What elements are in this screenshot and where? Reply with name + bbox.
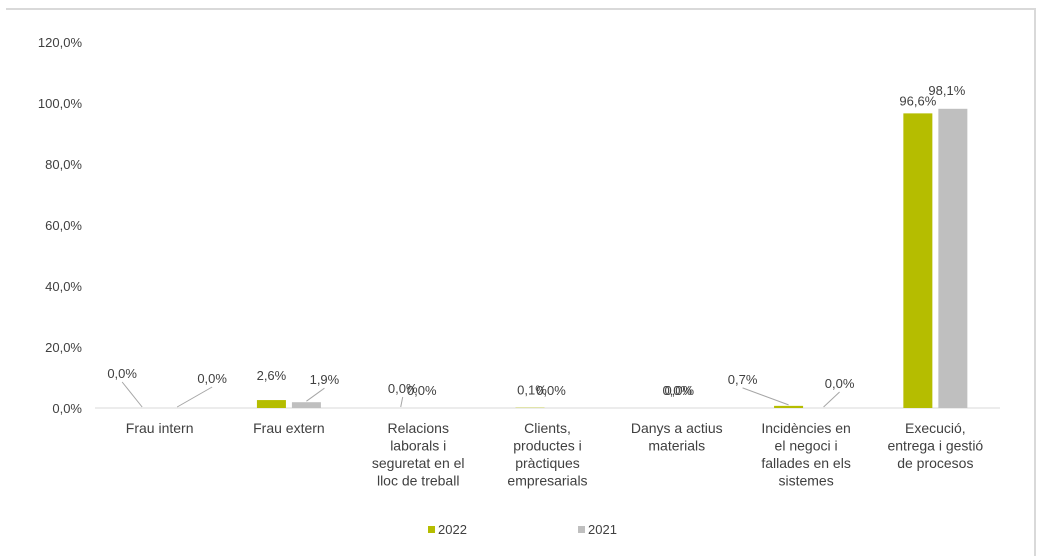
bar-2021 — [938, 108, 968, 409]
legend-swatch-2021 — [578, 526, 585, 533]
category-label: sistemes — [778, 473, 833, 489]
data-labels: 0,0% 0,0% 2,6% 1,9%0,0%0,0% 0,1%0,0% 0,0%0,0%… — [107, 83, 965, 398]
y-tick-label: 20,0% — [45, 340, 82, 355]
data-label-2021: 1,9% — [310, 372, 340, 387]
bar-2022 — [903, 113, 933, 409]
data-label-2021: 98,1% — [928, 83, 965, 98]
category-label: lloc de treball — [377, 473, 460, 489]
category-label: entrega i gestió — [887, 438, 983, 454]
data-label-2021: 0,0% — [536, 383, 566, 398]
data-label-2021: 0,0% — [407, 383, 437, 398]
leader-line — [823, 391, 840, 408]
category-label: de procesos — [897, 455, 973, 471]
category-label: Frau extern — [253, 420, 325, 436]
leader-line — [121, 381, 143, 408]
bar-2021 — [291, 402, 321, 408]
leader-line — [400, 396, 404, 408]
leader-line — [742, 387, 789, 406]
category-label: fallades en els — [761, 455, 851, 471]
bar-2022 — [256, 400, 286, 408]
data-label-2022: 2,6% — [257, 368, 287, 383]
y-tick-label: 60,0% — [45, 218, 82, 233]
y-tick-label: 40,0% — [45, 279, 82, 294]
leader-line — [176, 386, 213, 408]
y-tick-label: 100,0% — [38, 96, 83, 111]
legend-label-2021: 2021 — [588, 522, 617, 537]
data-label-2022: 96,6% — [899, 93, 936, 108]
category-label: Execució, — [905, 420, 966, 436]
y-tick-label: 120,0% — [38, 35, 83, 50]
category-label: el negoci i — [775, 438, 838, 454]
category-label: laborals i — [390, 438, 446, 454]
bars — [256, 108, 968, 409]
y-tick-label: 80,0% — [45, 157, 82, 172]
category-label: Clients, — [524, 420, 571, 436]
leader-lines — [121, 381, 840, 408]
category-label: Danys a actius — [631, 420, 723, 436]
data-label-2021: 0,0% — [197, 371, 227, 386]
data-label-2022: 0,0% — [662, 383, 692, 398]
bar-2022 — [774, 405, 804, 408]
data-label-2022: 0,7% — [728, 372, 758, 387]
data-label-2022: 0,0% — [107, 366, 137, 381]
data-label-2021: 0,0% — [664, 383, 694, 398]
legend-label-2022: 2022 — [438, 522, 467, 537]
legend-swatch-2022 — [428, 526, 435, 533]
chart-frame — [6, 8, 1036, 556]
category-labels: Frau intern Frau extern Relacions laborals … — [126, 420, 984, 489]
data-label-2022: 0,1% — [517, 383, 547, 398]
category-label: materials — [648, 438, 705, 454]
legend: 2022 2021 — [428, 522, 617, 537]
y-tick-label: 0,0% — [52, 401, 82, 416]
y-axis: 0,0% 20,0% 40,0% 60,0% 80,0% 100,0% 120,0% — [38, 35, 83, 416]
category-label: Frau intern — [126, 420, 194, 436]
category-label: seguretat en el — [372, 455, 465, 471]
category-label: empresarials — [507, 473, 587, 489]
category-label: pràctiques — [515, 455, 580, 471]
leader-line — [306, 387, 325, 402]
category-label: Relacions — [387, 420, 448, 436]
category-label: productes i — [513, 438, 581, 454]
data-label-2022: 0,0% — [388, 381, 418, 396]
data-label-2021: 0,0% — [825, 376, 855, 391]
category-label: Incidències en — [761, 420, 851, 436]
